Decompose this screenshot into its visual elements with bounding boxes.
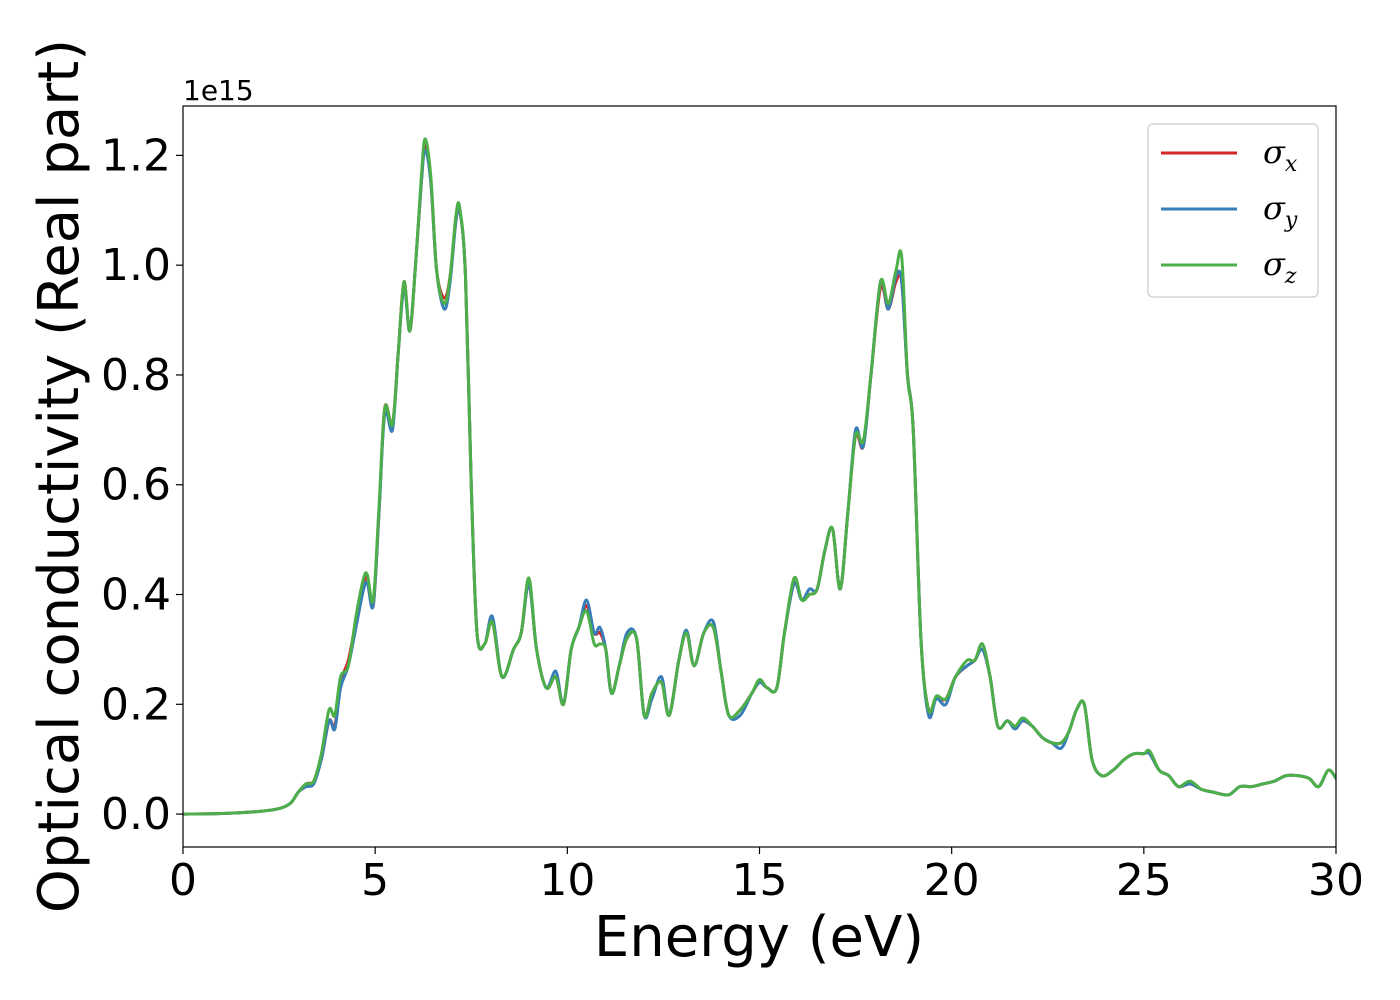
y-offset-label: 1e15 <box>183 74 254 107</box>
legend-symbol: σ <box>1263 189 1286 227</box>
y-tick-label: 0.0 <box>101 789 171 840</box>
y-axis: 0.0 0.2 0.4 0.6 0.8 1.0 1.2 <box>101 130 183 840</box>
y-tick-label: 1.0 <box>101 240 171 291</box>
y-tick-label: 0.8 <box>101 350 171 401</box>
x-tick-label: 0 <box>169 855 197 906</box>
legend-label-x: σx <box>1263 133 1298 177</box>
legend-subscript: z <box>1284 264 1297 289</box>
series-line-z <box>183 137 1336 816</box>
legend-subscript: y <box>1284 208 1298 233</box>
x-tick-label: 15 <box>732 855 788 906</box>
legend-symbol: σ <box>1263 133 1286 171</box>
x-tick-label: 5 <box>361 855 389 906</box>
x-tick-label: 10 <box>539 855 595 906</box>
x-axis: 0 5 10 15 20 25 30 <box>169 847 1364 906</box>
legend-subscript: x <box>1285 152 1298 177</box>
x-tick-label: 20 <box>924 855 980 906</box>
legend-symbol: σ <box>1263 245 1286 283</box>
x-axis-label: Energy (eV) <box>594 905 924 970</box>
y-tick-label: 0.4 <box>101 570 171 621</box>
x-tick-label: 30 <box>1308 855 1364 906</box>
y-tick-label: 0.2 <box>101 679 171 730</box>
legend-label-y: σy <box>1263 189 1298 233</box>
y-axis-label: Optical conductivity (Real part) <box>27 39 92 913</box>
series-layer <box>183 137 1336 816</box>
x-tick-label: 25 <box>1116 855 1172 906</box>
legend-label-z: σz <box>1263 245 1297 289</box>
y-tick-label: 1.2 <box>101 130 171 181</box>
y-tick-label: 0.6 <box>101 460 171 511</box>
